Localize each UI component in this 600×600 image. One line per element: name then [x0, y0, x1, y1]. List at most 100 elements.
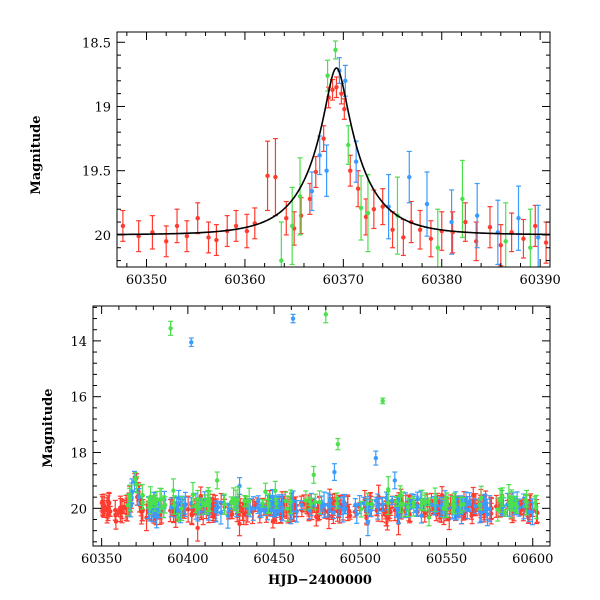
data-point — [433, 493, 439, 504]
data-point — [527, 208, 533, 267]
y-tick-label: 19 — [94, 100, 111, 115]
data-point — [353, 140, 359, 183]
data-point — [428, 220, 434, 258]
data-point — [386, 173, 392, 240]
data-point — [385, 476, 391, 503]
data-point — [334, 498, 340, 509]
bottom-panel-frame — [92, 305, 551, 547]
data-point — [132, 472, 138, 486]
data-point — [358, 175, 364, 241]
data-point — [426, 508, 432, 527]
x-tick-label: 60350 — [81, 552, 122, 567]
data-point — [313, 155, 319, 188]
data-point — [309, 171, 315, 212]
data-point — [529, 498, 535, 526]
data-point — [100, 503, 106, 514]
data-point — [459, 159, 465, 239]
data-point — [335, 437, 341, 451]
data-point — [474, 182, 480, 249]
data-point — [443, 496, 449, 512]
data-point — [195, 489, 201, 510]
x-tick-label: 60380 — [421, 273, 462, 288]
data-point — [535, 204, 541, 267]
data-point — [532, 204, 538, 248]
top-panel-ylabel: Magnitude — [29, 115, 44, 194]
x-tick-label: 60550 — [426, 552, 467, 567]
data-point — [347, 511, 353, 520]
data-point — [250, 496, 256, 521]
data-point — [400, 218, 406, 257]
x-tick-label: 60390 — [519, 273, 560, 288]
data-point — [333, 76, 339, 99]
y-tick-label: 14 — [70, 335, 87, 350]
data-point — [244, 213, 250, 249]
data-point — [294, 500, 300, 523]
data-point — [506, 483, 512, 511]
data-point — [380, 188, 386, 226]
data-point — [462, 202, 468, 242]
data-point — [461, 496, 467, 512]
data-point — [503, 202, 509, 267]
data-point — [175, 512, 181, 522]
data-point — [341, 98, 347, 120]
data-point — [417, 209, 423, 250]
top-panel-data — [117, 40, 550, 267]
data-point — [450, 211, 456, 254]
data-point — [236, 511, 242, 537]
data-point — [312, 493, 318, 511]
data-point — [179, 496, 185, 522]
data-point — [206, 221, 212, 254]
data-point — [390, 211, 396, 249]
data-point — [307, 182, 313, 215]
data-point — [255, 501, 261, 515]
data-point — [467, 496, 473, 513]
y-tick-label: 19.5 — [82, 165, 111, 180]
data-point — [439, 211, 445, 251]
data-point — [119, 498, 125, 520]
data-point — [272, 480, 278, 501]
y-tick-label: 18 — [70, 447, 87, 462]
data-point — [373, 450, 379, 466]
data-point — [324, 144, 330, 197]
model-fit-curve — [117, 67, 550, 236]
data-point — [188, 337, 194, 348]
data-point — [174, 208, 180, 244]
data-point — [279, 494, 285, 522]
data-point — [345, 125, 351, 165]
data-point — [213, 224, 219, 257]
data-point — [283, 491, 289, 511]
data-point — [152, 494, 158, 512]
data-point — [136, 220, 142, 253]
data-point — [510, 496, 516, 511]
data-point — [288, 489, 294, 515]
data-point — [380, 497, 386, 512]
data-point — [487, 495, 493, 523]
data-point — [482, 493, 488, 508]
data-point — [523, 493, 529, 507]
x-tick-label: 60500 — [340, 552, 381, 567]
data-point — [464, 500, 470, 520]
y-tick-label: 18.5 — [82, 36, 111, 51]
top-panel-ticks: 60350 60360 60370 60380 60390 18.5 19 19.5 20 — [82, 32, 561, 288]
data-point — [297, 157, 303, 236]
data-point — [163, 225, 169, 258]
data-point — [405, 497, 411, 518]
data-point — [331, 506, 337, 520]
data-point — [146, 497, 152, 509]
data-point — [411, 497, 417, 508]
data-point — [331, 463, 337, 482]
data-point — [272, 137, 278, 217]
data-point — [127, 484, 133, 512]
data-point — [499, 487, 505, 507]
data-point — [158, 487, 164, 511]
data-point — [495, 497, 501, 522]
data-point — [424, 171, 430, 237]
data-point — [265, 493, 271, 514]
top-light-curve-panel: 60350 60360 60370 60380 60390 18.5 19 19.5 20 Ma… — [29, 31, 561, 288]
x-tick-label: 60600 — [512, 552, 553, 567]
data-point — [170, 478, 176, 503]
data-point — [347, 154, 353, 187]
data-point — [252, 207, 258, 240]
data-point — [290, 313, 296, 324]
